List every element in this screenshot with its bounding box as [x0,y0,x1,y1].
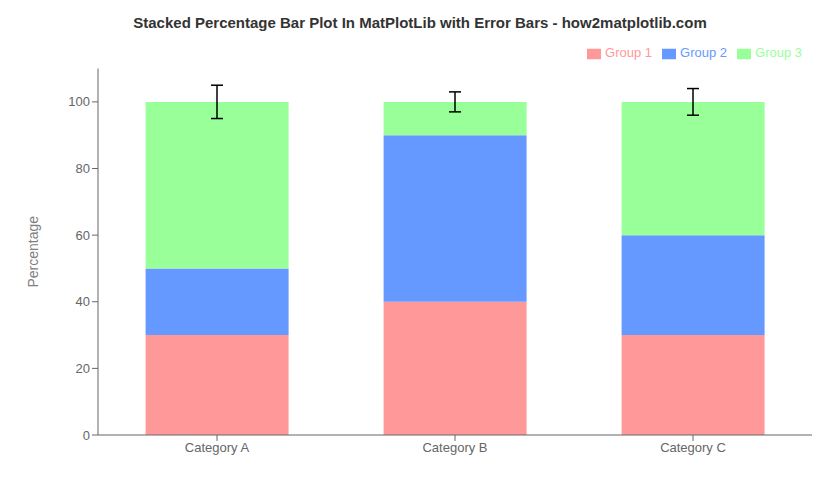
svg-text:60: 60 [76,228,90,243]
svg-text:Category B: Category B [422,440,487,455]
svg-text:40: 40 [76,294,90,309]
svg-text:20: 20 [76,361,90,376]
html-text:Group 3: Group 3 [755,45,802,60]
svg-text:0: 0 [83,428,90,443]
html-text:Group 2: Group 2 [680,45,727,60]
html-text:Group 1: Group 1 [605,45,652,60]
svg-text:80: 80 [76,161,90,176]
svg-text:Percentage: Percentage [25,216,41,288]
svg-text:Category C: Category C [660,440,726,455]
svg-text:Category A: Category A [185,440,250,455]
svg-text:100: 100 [68,94,90,109]
html-text:Stacked Percentage Bar Plot In: Stacked Percentage Bar Plot In MatPlotLi… [133,14,707,31]
